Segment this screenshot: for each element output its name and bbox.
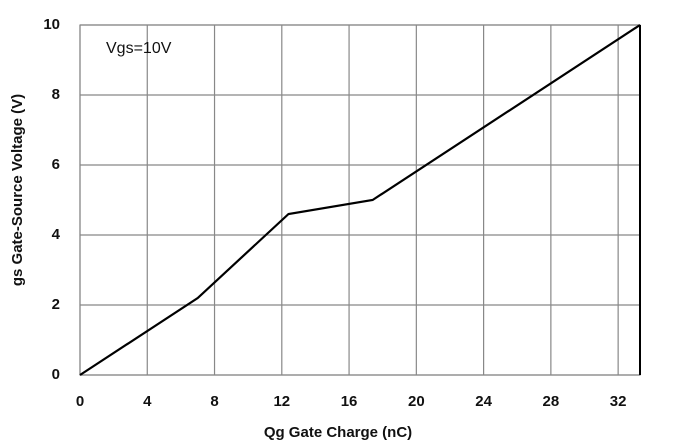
y-tick-label: 2 — [52, 296, 60, 313]
x-tick-label: 8 — [210, 393, 218, 410]
y-tick-label: 10 — [43, 16, 60, 33]
y-tick-label: 6 — [52, 156, 60, 173]
x-tick-label: 4 — [143, 393, 152, 410]
x-tick-label: 20 — [408, 393, 425, 410]
x-tick-label: 0 — [76, 393, 84, 410]
x-tick-label: 32 — [610, 393, 627, 410]
data-line — [79, 24, 641, 376]
x-axis-label: Qg Gate Charge (nC) — [264, 424, 412, 441]
y-tick-label: 4 — [52, 226, 61, 243]
x-tick-label: 24 — [475, 393, 492, 410]
y-tick-label: 8 — [52, 86, 60, 103]
x-tick-label: 12 — [273, 393, 290, 410]
x-tick-label: 28 — [543, 393, 560, 410]
annotation: Vgs=10V — [106, 40, 172, 57]
y-tick-label: 0 — [52, 366, 60, 383]
plot-area — [79, 24, 641, 376]
x-tick-label: 16 — [341, 393, 358, 410]
y-axis-label: gs Gate-Source Voltage (V) — [9, 94, 26, 286]
